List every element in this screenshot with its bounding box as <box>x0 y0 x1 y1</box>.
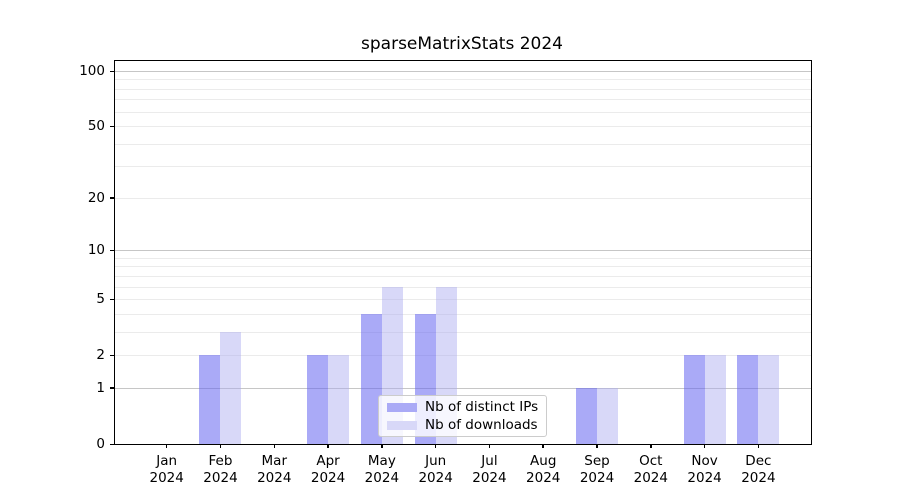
x-tick-label-nov: Nov 2024 <box>687 453 722 486</box>
bar-distinct-ips <box>737 355 759 444</box>
y-tick-mark <box>110 249 114 252</box>
minor-gridline <box>115 79 811 81</box>
y-tick-label: 10 <box>87 242 105 259</box>
y-tick-mark <box>110 197 114 199</box>
major-gridline <box>115 250 811 252</box>
x-tick-label-feb: Feb 2024 <box>203 453 238 486</box>
legend-swatch-downloads <box>387 420 417 430</box>
major-gridline <box>115 71 811 72</box>
major-gridline <box>115 387 811 389</box>
bar-distinct-ips <box>683 355 705 444</box>
x-tick-mark <box>488 444 491 448</box>
chart-title: sparseMatrixStats 2024 <box>361 34 563 54</box>
bar-downloads <box>328 355 350 444</box>
y-tick-mark <box>110 443 114 445</box>
minor-gridline <box>115 126 811 128</box>
bar-downloads <box>220 331 242 444</box>
y-tick-mark <box>110 354 114 357</box>
x-tick-mark <box>542 444 544 448</box>
minor-gridline <box>115 111 811 113</box>
minor-gridline <box>115 299 811 301</box>
minor-gridline <box>115 355 811 357</box>
x-tick-label-oct: Oct 2024 <box>633 453 668 486</box>
minor-gridline <box>115 313 811 315</box>
bar-distinct-ips <box>199 355 221 444</box>
y-tick-label: 5 <box>96 291 105 308</box>
y-tick-label: 20 <box>87 189 105 206</box>
legend-swatch-distinct-ips <box>387 402 417 412</box>
x-tick-mark <box>219 444 222 448</box>
legend-label-distinct-ips: Nb of distinct IPs <box>425 399 539 415</box>
minor-gridline <box>115 99 811 101</box>
minor-gridline <box>115 197 811 199</box>
minor-gridline <box>115 257 811 259</box>
minor-gridline <box>115 88 811 90</box>
x-tick-mark <box>381 444 383 448</box>
y-tick-label: 50 <box>87 118 105 135</box>
minor-gridline <box>115 143 811 145</box>
bar-downloads <box>758 355 780 444</box>
x-tick-label-dec: Dec 2024 <box>741 453 776 486</box>
x-tick-label-may: May 2024 <box>364 453 400 486</box>
bar-downloads <box>704 355 726 444</box>
bar-distinct-ips <box>360 313 382 444</box>
minor-gridline <box>115 166 811 168</box>
y-tick-label: 0 <box>96 436 105 452</box>
x-tick-label-apr: Apr 2024 <box>310 453 346 486</box>
y-tick-label: 100 <box>79 63 105 79</box>
y-tick-mark <box>110 125 114 128</box>
legend-label-downloads: Nb of downloads <box>425 417 538 433</box>
x-tick-label-jun: Jun 2024 <box>418 453 453 486</box>
x-tick-label-jul: Jul 2024 <box>472 453 507 486</box>
x-tick-label-sep: Sep 2024 <box>579 453 615 486</box>
y-tick-label: 1 <box>96 379 105 396</box>
minor-gridline <box>115 286 811 288</box>
y-tick-mark <box>110 298 114 301</box>
x-tick-mark <box>596 444 598 448</box>
x-tick-mark <box>757 444 760 448</box>
x-tick-label-jan: Jan 2024 <box>149 453 184 486</box>
y-tick-mark <box>110 387 114 389</box>
x-tick-mark <box>327 444 329 448</box>
minor-gridline <box>115 331 811 333</box>
y-tick-mark <box>110 70 114 72</box>
bar-downloads <box>597 387 619 444</box>
x-tick-label-mar: Mar 2024 <box>257 453 292 486</box>
bar-distinct-ips <box>307 355 329 444</box>
x-tick-mark <box>165 444 168 448</box>
x-tick-mark <box>273 444 276 448</box>
legend: Nb of distinct IPs Nb of downloads <box>378 395 547 437</box>
legend-entry-downloads: Nb of downloads <box>387 417 538 433</box>
minor-gridline <box>115 275 811 277</box>
bar-distinct-ips <box>576 387 598 444</box>
y-tick-label: 2 <box>96 347 105 364</box>
x-tick-mark <box>703 444 706 448</box>
minor-gridline <box>115 266 811 268</box>
plot-area: 0 1 2 5 10 20 50 100 Jan 2024 Feb 2024 Mar 2024 Apr 20… <box>79 60 812 486</box>
legend-entry-distinct-ips: Nb of distinct IPs <box>387 399 539 415</box>
x-tick-mark <box>434 444 437 448</box>
x-tick-mark <box>650 444 652 448</box>
x-tick-label-aug: Aug 2024 <box>526 453 561 486</box>
